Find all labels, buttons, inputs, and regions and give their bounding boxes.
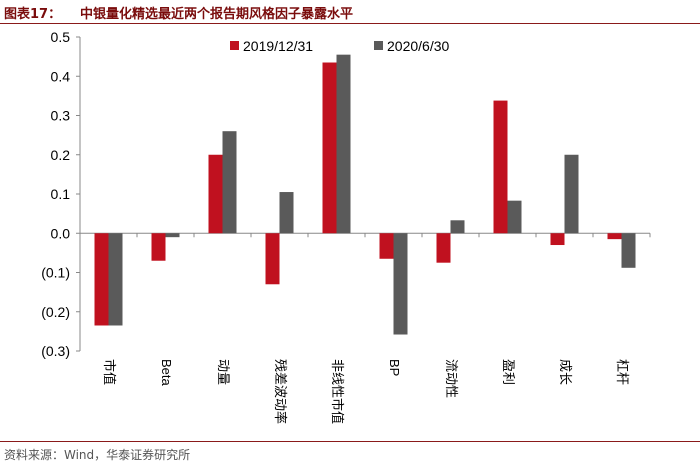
y-tick-label: 0.2 [51, 147, 71, 163]
bar-2019-12-31 [151, 233, 166, 261]
y-tick-label: 0.5 [51, 29, 71, 45]
bar-2020-6-30 [450, 220, 465, 234]
bar-2020-6-30 [165, 233, 180, 238]
x-category-label: Beta [159, 359, 174, 387]
bar-2020-6-30 [393, 233, 408, 335]
y-tick-labels: 0.5 0.4 0.3 0.2 0.1 0.0 (0.1) (0.2) (0.3) [41, 29, 70, 359]
y-tick-label: (0.2) [41, 304, 70, 320]
bar-2019-12-31 [493, 100, 508, 234]
bar-2019-12-31 [607, 233, 622, 240]
y-tick-label: (0.1) [41, 265, 70, 281]
x-category-label: BP [387, 359, 402, 376]
legend-item-2020-6-30-label: 2020/6/30 [387, 38, 449, 54]
x-category-label: 成长 [558, 359, 573, 385]
bar-2019-12-31 [379, 233, 394, 259]
bar-2019-12-31 [94, 233, 109, 326]
figure-label: 图表17： [4, 7, 62, 22]
x-category-label: 市值 [102, 359, 117, 385]
figure-header: 图表17： 中银量化精选最近两个报告期风格因子暴露水平 [0, 0, 700, 24]
legend-item-2020-6-30-swatch [374, 41, 383, 50]
legend-item-2019-12-31-label: 2019/12/31 [243, 38, 313, 54]
bar-2019-12-31 [208, 154, 223, 234]
x-category-label: 非线性市值 [330, 359, 345, 424]
y-tick-label: 0.1 [51, 186, 71, 202]
bar-2019-12-31 [550, 233, 565, 246]
y-tick-label: 0.0 [51, 225, 71, 241]
y-tick-label: 0.3 [51, 108, 71, 124]
y-tick-label: (0.3) [41, 343, 70, 359]
x-category-label: 残差波动率 [273, 359, 288, 424]
y-tick-label: 0.4 [51, 68, 71, 84]
bar-2019-12-31 [265, 233, 280, 285]
bar-2020-6-30 [507, 200, 522, 234]
chart-legend: 2019/12/31 2020/6/30 [230, 38, 449, 54]
bar-2020-6-30 [621, 233, 636, 268]
chart-axes [76, 36, 651, 352]
figure-title: 中银量化精选最近两个报告期风格因子暴露水平 [80, 7, 354, 22]
bar-2020-6-30 [279, 192, 294, 234]
header-rule [0, 23, 700, 24]
x-category-label: 动量 [216, 359, 231, 385]
footer-rule [0, 441, 700, 442]
x-category-label: 盈利 [501, 359, 516, 385]
bar-chart: 0.5 0.4 0.3 0.2 0.1 0.0 (0.1) (0.2) (0.3) 市值 Beta… [41, 29, 651, 424]
chart-bars [94, 54, 636, 335]
source-note: 资料来源：Wind，华泰证券研究所 [4, 448, 191, 462]
x-category-labels: 市值 Beta 动量 残差波动率 非线性市值 BP 流动性 盈利 成长 杠杆 [102, 359, 630, 424]
bar-2020-6-30 [108, 233, 123, 326]
legend-item-2019-12-31-swatch [230, 41, 239, 50]
x-category-label: 流动性 [444, 359, 459, 398]
x-category-label: 杠杆 [615, 359, 630, 385]
bar-2019-12-31 [322, 62, 337, 234]
bar-2019-12-31 [436, 233, 451, 263]
bar-2020-6-30 [222, 131, 237, 234]
bar-2020-6-30 [564, 154, 579, 234]
bar-2020-6-30 [336, 54, 351, 234]
